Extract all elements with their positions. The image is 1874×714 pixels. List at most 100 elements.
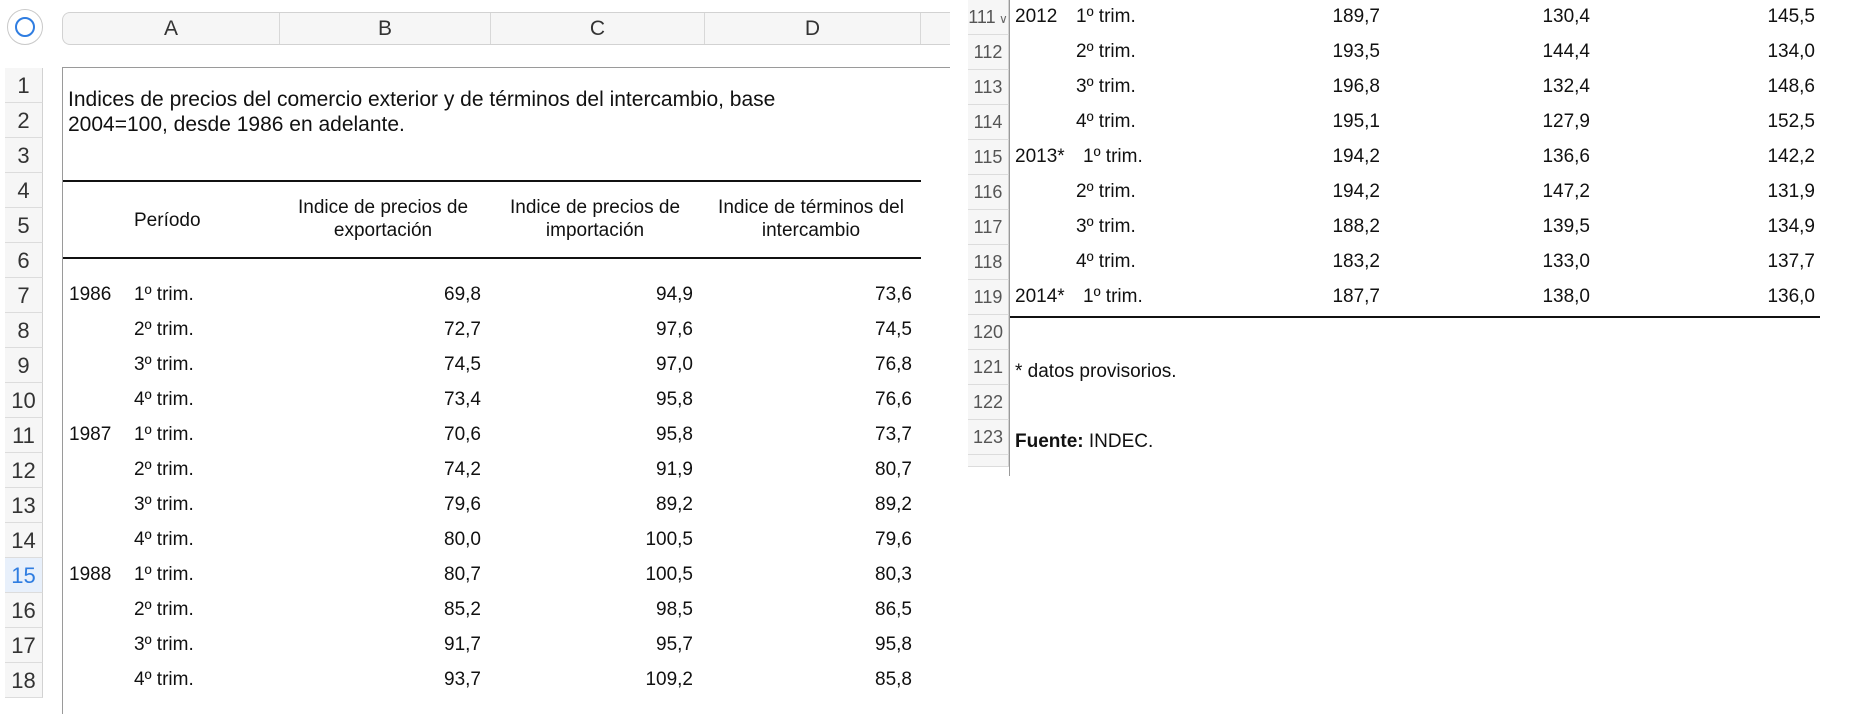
row-header-7[interactable]: 7 [5, 278, 43, 313]
row-header-9[interactable]: 9 [5, 348, 43, 383]
row-header-6[interactable]: 6 [5, 243, 43, 278]
cell-year[interactable]: 2012 [1015, 6, 1058, 27]
cell-period[interactable]: 4º trim. [134, 389, 194, 410]
cell-terms-index[interactable]: 136,0 [1767, 286, 1815, 307]
cell-export-index[interactable]: 73,4 [444, 389, 481, 410]
column-header-d[interactable]: D [704, 13, 920, 44]
cell-export-index[interactable]: 72,7 [444, 319, 481, 340]
cell-export-index[interactable]: 69,8 [444, 284, 481, 305]
row-header-13[interactable]: 13 [5, 488, 43, 523]
cell-period[interactable]: 1º trim. [134, 424, 194, 445]
cell-export-index[interactable]: 74,2 [444, 459, 481, 480]
cell-import-index[interactable]: 144,4 [1542, 41, 1590, 62]
column-header-b[interactable]: B [279, 13, 490, 44]
row-header-122[interactable]: 122 [968, 385, 1009, 420]
cell-export-index[interactable]: 189,7 [1332, 6, 1380, 27]
cell-year[interactable]: 1986 [69, 284, 112, 305]
cell-export-index[interactable]: 195,1 [1332, 111, 1380, 132]
row-header-18[interactable]: 18 [5, 663, 43, 698]
cell-export-index[interactable]: 85,2 [444, 599, 481, 620]
cell-period[interactable]: 2º trim. [1076, 41, 1136, 62]
cell-period[interactable]: 3º trim. [134, 494, 194, 515]
cell-period[interactable]: 3º trim. [1076, 76, 1136, 97]
cell-period[interactable]: 3º trim. [1076, 216, 1136, 237]
row-header-116[interactable]: 116 [968, 175, 1009, 210]
cell-terms-index[interactable]: 76,6 [875, 389, 912, 410]
cell-import-index[interactable]: 132,4 [1542, 76, 1590, 97]
cell-import-index[interactable]: 100,5 [645, 564, 693, 585]
row-header-4[interactable]: 4 [5, 173, 43, 208]
cell-terms-index[interactable]: 80,3 [875, 564, 912, 585]
cell-terms-index[interactable]: 148,6 [1767, 76, 1815, 97]
cell-period[interactable]: 3º trim. [134, 354, 194, 375]
row-header-120[interactable]: 120 [968, 315, 1009, 350]
cell-period[interactable]: 4º trim. [1076, 111, 1136, 132]
cell-import-index[interactable]: 109,2 [645, 669, 693, 690]
cell-year[interactable]: 1987 [69, 424, 112, 445]
cell-terms-index[interactable]: 145,5 [1767, 6, 1815, 27]
row-header-111[interactable]: 111 ∨ [968, 0, 1009, 35]
select-all-button[interactable] [7, 9, 43, 45]
cell-terms-index[interactable]: 134,9 [1767, 216, 1815, 237]
cell-import-index[interactable]: 91,9 [656, 459, 693, 480]
cell-export-index[interactable]: 80,7 [444, 564, 481, 585]
cell-export-index[interactable]: 183,2 [1332, 251, 1380, 272]
row-header-3[interactable]: 3 [5, 138, 43, 173]
row-header-123[interactable]: 123 [968, 420, 1009, 455]
cell-year[interactable]: 2013* [1015, 146, 1065, 167]
cell-period[interactable]: 2º trim. [134, 599, 194, 620]
cell-year[interactable]: 1988 [69, 564, 112, 585]
row-header-8[interactable]: 8 [5, 313, 43, 348]
chevron-down-icon[interactable]: ∨ [995, 12, 1008, 26]
cell-import-index[interactable]: 136,6 [1542, 146, 1590, 167]
row-header-114[interactable]: 114 [968, 105, 1009, 140]
row-header-10[interactable]: 10 [5, 383, 43, 418]
cell-export-index[interactable]: 196,8 [1332, 76, 1380, 97]
cell-export-index[interactable]: 194,2 [1332, 181, 1380, 202]
cell-export-index[interactable]: 74,5 [444, 354, 481, 375]
cell-terms-index[interactable]: 73,6 [875, 284, 912, 305]
cell-period[interactable]: 3º trim. [134, 634, 194, 655]
cell-import-index[interactable]: 127,9 [1542, 111, 1590, 132]
cell-import-index[interactable]: 98,5 [656, 599, 693, 620]
cell-export-index[interactable]: 80,0 [444, 529, 481, 550]
cell-terms-index[interactable]: 86,5 [875, 599, 912, 620]
row-header-14[interactable]: 14 [5, 523, 43, 558]
cell-terms-index[interactable]: 142,2 [1767, 146, 1815, 167]
cell-period[interactable]: 2º trim. [134, 319, 194, 340]
cell-terms-index[interactable]: 80,7 [875, 459, 912, 480]
row-header-112[interactable]: 112 [968, 35, 1009, 70]
row-header-119[interactable]: 119 [968, 280, 1009, 315]
cell-import-index[interactable]: 97,6 [656, 319, 693, 340]
cell-period[interactable]: 4º trim. [134, 669, 194, 690]
row-header-121[interactable]: 121 [968, 350, 1009, 385]
cell-export-index[interactable]: 79,6 [444, 494, 481, 515]
cell-export-index[interactable]: 91,7 [444, 634, 481, 655]
cell-terms-index[interactable]: 76,8 [875, 354, 912, 375]
cell-export-index[interactable]: 188,2 [1332, 216, 1380, 237]
cell-import-index[interactable]: 133,0 [1542, 251, 1590, 272]
cell-import-index[interactable]: 95,8 [656, 424, 693, 445]
cell-export-index[interactable]: 187,7 [1332, 286, 1380, 307]
cell-year[interactable]: 2014* [1015, 286, 1065, 307]
cell-terms-index[interactable]: 85,8 [875, 669, 912, 690]
cell-terms-index[interactable]: 131,9 [1767, 181, 1815, 202]
cell-terms-index[interactable]: 134,0 [1767, 41, 1815, 62]
row-header-12[interactable]: 12 [5, 453, 43, 488]
row-header-11[interactable]: 11 [5, 418, 43, 453]
cell-import-index[interactable]: 89,2 [656, 494, 693, 515]
row-header-15[interactable]: 15 [5, 558, 43, 593]
cell-period[interactable]: 1º trim. [1083, 146, 1143, 167]
cell-period[interactable]: 2º trim. [1076, 181, 1136, 202]
cell-period[interactable]: 1º trim. [134, 284, 194, 305]
cell-import-index[interactable]: 95,8 [656, 389, 693, 410]
cell-import-index[interactable]: 100,5 [645, 529, 693, 550]
cell-import-index[interactable]: 139,5 [1542, 216, 1590, 237]
cell-period[interactable]: 1º trim. [1076, 6, 1136, 27]
row-header-118[interactable]: 118 [968, 245, 1009, 280]
cell-import-index[interactable]: 130,4 [1542, 6, 1590, 27]
cell-export-index[interactable]: 93,7 [444, 669, 481, 690]
row-header-117[interactable]: 117 [968, 210, 1009, 245]
cell-export-index[interactable]: 70,6 [444, 424, 481, 445]
cell-period[interactable]: 1º trim. [1083, 286, 1143, 307]
